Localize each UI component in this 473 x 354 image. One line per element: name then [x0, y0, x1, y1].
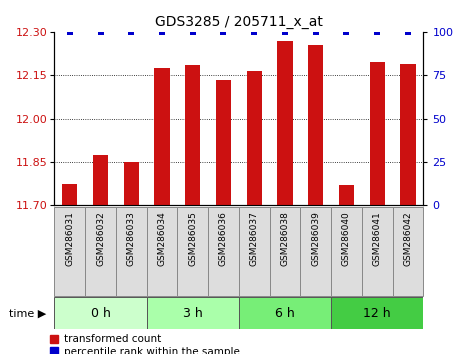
- Bar: [208, 207, 239, 296]
- Bar: [62, 184, 78, 205]
- Point: [312, 29, 320, 35]
- Text: 0 h: 0 h: [90, 307, 111, 320]
- Bar: [116, 207, 147, 296]
- Bar: [300, 207, 331, 296]
- Text: 6 h: 6 h: [275, 307, 295, 320]
- Bar: [54, 297, 147, 329]
- Bar: [393, 207, 423, 296]
- Point: [251, 29, 258, 35]
- Title: GDS3285 / 205711_x_at: GDS3285 / 205711_x_at: [155, 16, 323, 29]
- Text: GSM286036: GSM286036: [219, 211, 228, 267]
- Point: [342, 29, 350, 35]
- Bar: [270, 207, 300, 296]
- Bar: [177, 207, 208, 296]
- Text: GSM286035: GSM286035: [188, 211, 197, 267]
- Bar: [369, 62, 385, 205]
- Bar: [185, 65, 201, 205]
- Bar: [331, 297, 423, 329]
- Bar: [277, 41, 293, 205]
- Point: [66, 29, 74, 35]
- Text: 3 h: 3 h: [183, 307, 202, 320]
- Bar: [54, 207, 85, 296]
- Text: GSM286034: GSM286034: [158, 211, 166, 266]
- Point: [281, 29, 289, 35]
- Bar: [239, 207, 270, 296]
- Bar: [93, 155, 108, 205]
- Bar: [147, 297, 239, 329]
- Point: [219, 29, 227, 35]
- Bar: [331, 207, 362, 296]
- Bar: [216, 80, 231, 205]
- Text: GSM286040: GSM286040: [342, 211, 351, 266]
- Point: [189, 29, 197, 35]
- Text: GSM286041: GSM286041: [373, 211, 382, 266]
- Bar: [85, 207, 116, 296]
- Bar: [362, 207, 393, 296]
- Point: [404, 29, 412, 35]
- Bar: [123, 162, 139, 205]
- Text: GSM286031: GSM286031: [65, 211, 74, 267]
- Text: GSM286039: GSM286039: [311, 211, 320, 267]
- Bar: [339, 185, 354, 205]
- Text: time ▶: time ▶: [9, 308, 47, 318]
- Text: GSM286038: GSM286038: [280, 211, 289, 267]
- Text: GSM286037: GSM286037: [250, 211, 259, 267]
- Point: [374, 29, 381, 35]
- Bar: [154, 68, 170, 205]
- Text: GSM286042: GSM286042: [403, 211, 412, 266]
- Point: [158, 29, 166, 35]
- Bar: [246, 71, 262, 205]
- Point: [96, 29, 104, 35]
- Bar: [239, 297, 331, 329]
- Bar: [400, 64, 416, 205]
- Bar: [308, 45, 324, 205]
- Point: [128, 29, 135, 35]
- Legend: transformed count, percentile rank within the sample: transformed count, percentile rank withi…: [50, 335, 239, 354]
- Text: GSM286032: GSM286032: [96, 211, 105, 266]
- Bar: [147, 207, 177, 296]
- Text: GSM286033: GSM286033: [127, 211, 136, 267]
- Text: 12 h: 12 h: [363, 307, 391, 320]
